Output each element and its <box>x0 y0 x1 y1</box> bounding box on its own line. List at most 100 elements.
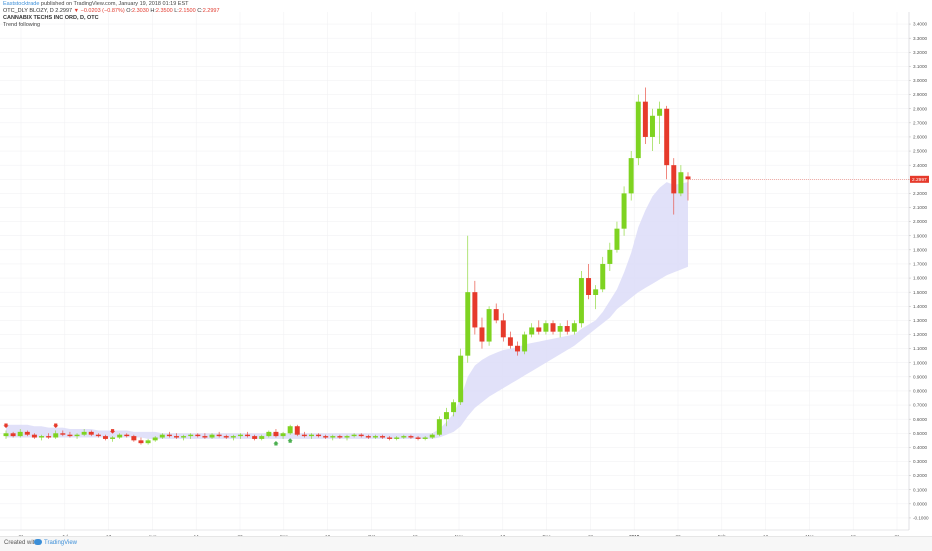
candle-body <box>564 326 570 332</box>
candle <box>401 434 407 439</box>
candle <box>543 320 549 335</box>
candle <box>344 434 350 441</box>
candle <box>337 434 343 439</box>
candle-body <box>387 437 393 439</box>
y-tick-label: 2.4000 <box>913 163 927 168</box>
candle-body <box>67 434 73 437</box>
candle <box>493 303 499 324</box>
candle-body <box>436 419 442 435</box>
candle-body <box>209 434 215 438</box>
candle <box>458 348 464 406</box>
candle-body <box>465 292 471 356</box>
candle-body <box>24 431 30 435</box>
last-value: 2.2997 <box>55 8 73 14</box>
buy-arrow-icon <box>287 438 293 443</box>
candle <box>443 407 449 427</box>
candle-body <box>166 434 172 437</box>
open-label: O: <box>126 8 133 14</box>
candle <box>557 323 563 338</box>
candle-body <box>316 434 322 437</box>
trend-band <box>6 182 688 439</box>
candle <box>174 433 179 439</box>
y-tick-label: 2.9000 <box>913 92 927 97</box>
candle <box>507 331 513 349</box>
candle <box>415 436 421 441</box>
candle <box>642 87 648 144</box>
candle-body <box>635 101 641 159</box>
tradingview-brand[interactable]: TradingView <box>34 539 77 546</box>
candle <box>685 172 691 201</box>
candle <box>287 424 293 435</box>
candle-body <box>17 431 23 437</box>
candle <box>380 434 386 439</box>
candle-body <box>195 434 201 437</box>
candle <box>308 433 314 439</box>
candle <box>649 108 655 152</box>
y-tick-label: 1.2000 <box>913 332 927 337</box>
candle <box>394 436 400 441</box>
candle <box>252 434 258 441</box>
candle-body <box>280 433 286 437</box>
candle-body <box>536 327 542 332</box>
candle-body <box>472 292 478 328</box>
author-link[interactable]: Eaststocktrade <box>3 1 40 7</box>
candle <box>323 434 329 439</box>
candle <box>124 433 130 438</box>
candle <box>46 433 52 439</box>
candle-body <box>259 436 265 439</box>
trend-band-area <box>6 182 688 439</box>
candle <box>216 431 222 438</box>
candle <box>550 320 556 335</box>
candle <box>195 433 201 438</box>
low-value: 2.1500 <box>178 8 196 14</box>
candle-body <box>685 176 691 180</box>
last-price-text: 2.2997 <box>912 177 927 183</box>
y-tick-label: 1.9000 <box>913 233 927 238</box>
y-tick-label: 3.2000 <box>913 50 927 55</box>
candle-body <box>593 289 599 295</box>
candle-body <box>188 434 194 437</box>
candle-body <box>230 436 236 438</box>
candle <box>10 431 16 438</box>
y-axis: 3.4000 3.3000 3.2000 3.1000 3.0000 2.9000 2.80… <box>908 12 929 530</box>
candle <box>664 105 670 180</box>
candle <box>181 434 187 441</box>
footer-bar: Created with TradingView <box>0 536 932 551</box>
candle <box>365 434 371 439</box>
candle <box>529 323 535 338</box>
candle <box>522 331 528 355</box>
candle <box>486 306 492 346</box>
candle-body <box>124 434 130 437</box>
y-tick-label: 1.1000 <box>913 346 927 351</box>
candle-body <box>88 431 94 435</box>
candle-body <box>664 108 670 166</box>
candle-body <box>479 327 485 342</box>
candle <box>60 430 66 437</box>
candle-body <box>515 345 520 352</box>
candle-body <box>3 433 9 437</box>
y-tick-label: 1.4000 <box>913 304 927 309</box>
buy-arrow-icon <box>273 441 279 446</box>
candle-body <box>53 433 59 438</box>
candle <box>230 434 236 441</box>
candle-body <box>216 434 222 437</box>
candle <box>387 436 393 441</box>
candle <box>273 429 279 438</box>
tradingview-logo-icon <box>34 539 42 545</box>
y-tick-label: 1.5000 <box>913 290 927 295</box>
candle-body <box>500 320 506 338</box>
candles[interactable] <box>3 87 691 445</box>
candle <box>351 433 357 438</box>
candle <box>3 430 9 439</box>
down-arrow-icon: ▼ <box>73 8 80 14</box>
candle-body <box>287 426 293 434</box>
symbol-interval: OTC_DLY BLOZY, D <box>3 8 54 14</box>
close-label: C: <box>197 8 203 14</box>
candle <box>422 436 428 441</box>
candle <box>294 424 300 437</box>
y-tick-label: 3.0000 <box>913 78 927 83</box>
candle <box>301 431 307 438</box>
candle <box>607 242 613 271</box>
candle-body <box>578 278 584 324</box>
